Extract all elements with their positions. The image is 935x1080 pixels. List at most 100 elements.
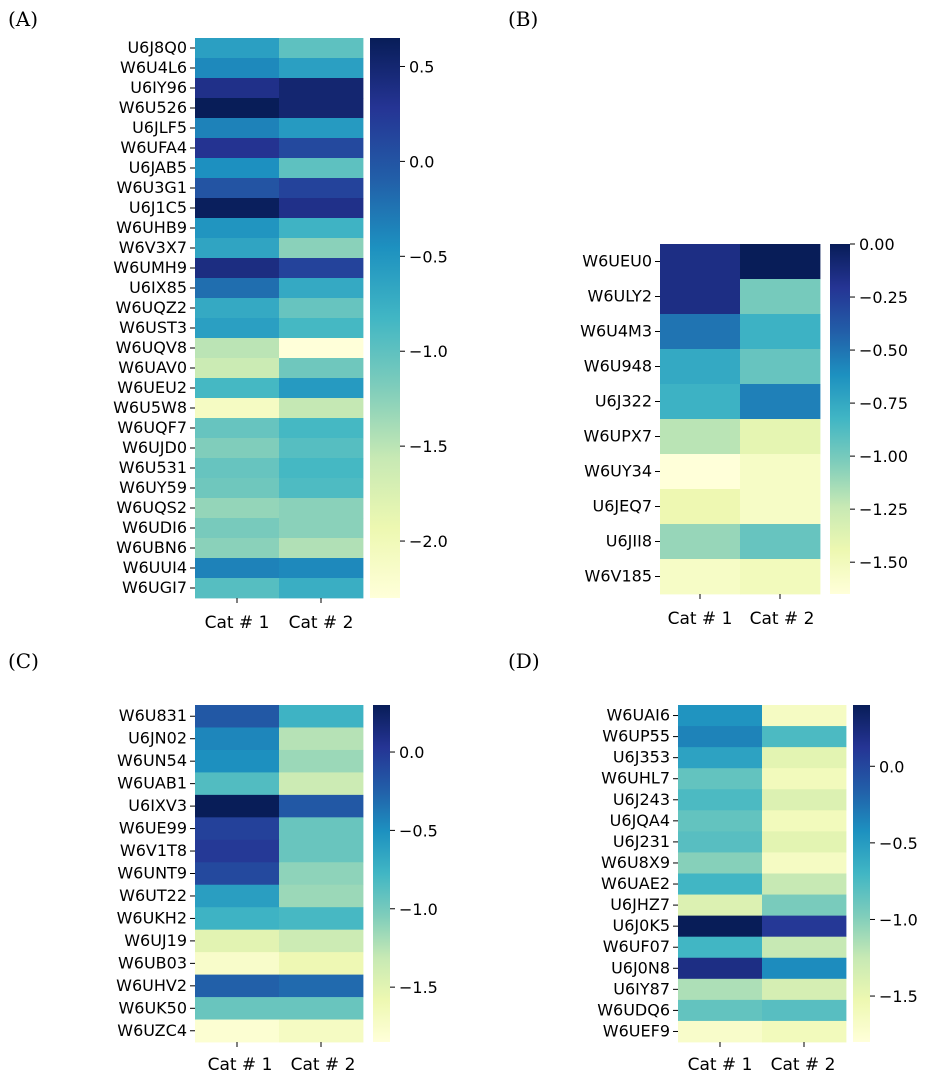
- row-label: W6UP55: [602, 727, 670, 746]
- heatmap-cell: [279, 1019, 364, 1043]
- heatmap-cell: [279, 198, 364, 219]
- heatmap-cell: [279, 358, 364, 379]
- colorbar-tick-label: 0.00: [859, 235, 895, 254]
- heatmap-cell: [678, 810, 763, 832]
- colorbar: [830, 244, 850, 594]
- panel-label: (B): [508, 7, 538, 31]
- heatmap-cell: [740, 279, 821, 315]
- heatmap-cell: [279, 772, 364, 796]
- heatmap-cell: [195, 1019, 280, 1043]
- column-label: Cat # 2: [289, 613, 354, 633]
- heatmap-cell: [195, 997, 280, 1020]
- heatmap-cell: [279, 749, 364, 773]
- heatmap-cell: [762, 894, 847, 917]
- heatmap-cell: [740, 419, 821, 455]
- row-label: W6UY34: [584, 462, 652, 481]
- heatmap-cell: [195, 158, 280, 179]
- row-label: W6UJ19: [124, 931, 187, 950]
- heatmap-cell: [678, 873, 763, 895]
- heatmap-cell: [279, 705, 364, 728]
- heatmap-cell: [678, 957, 763, 980]
- row-label: W6U8X9: [601, 853, 670, 872]
- heatmap-cell: [195, 794, 280, 818]
- heatmap-cell: [279, 98, 364, 119]
- heatmap-cell: [195, 478, 280, 499]
- heatmap-cell: [279, 578, 364, 599]
- row-label: W6UE99: [119, 819, 187, 838]
- heatmap-cell: [660, 489, 741, 525]
- colorbar-tick-label: −0.5: [409, 247, 448, 266]
- heatmap-cell: [195, 38, 280, 59]
- colorbar-tick-label: −0.25: [859, 288, 908, 307]
- heatmap-cell: [678, 978, 763, 1001]
- row-label: W6UQF7: [117, 418, 187, 437]
- row-label: W6U531: [119, 458, 187, 477]
- heatmap-cell: [279, 952, 364, 975]
- colorbar-tick-label: −0.5: [879, 834, 918, 853]
- heatmap-cell: [678, 768, 763, 790]
- heatmap-cell: [279, 538, 364, 559]
- heatmap-cell: [678, 789, 763, 811]
- column-label: Cat # 2: [291, 1055, 356, 1075]
- heatmap-cell: [195, 78, 280, 99]
- heatmap-cell: [279, 518, 364, 539]
- row-label: U6IX85: [129, 278, 187, 297]
- row-label: U6JLF5: [132, 118, 187, 137]
- heatmap-cell: [279, 817, 364, 841]
- colorbar-tick-label: −0.75: [859, 394, 908, 413]
- colorbar-tick-label: −1.0: [399, 900, 438, 919]
- heatmap-cell: [660, 454, 741, 490]
- row-label: W6U948: [584, 357, 652, 376]
- heatmap-cell: [279, 78, 364, 99]
- row-label: U6JEQ7: [593, 497, 653, 516]
- row-label: W6UPX7: [584, 427, 653, 446]
- heatmap-cell: [740, 384, 821, 420]
- row-label: W6UQZ2: [116, 298, 187, 317]
- row-label: W6UGI7: [122, 578, 187, 597]
- colorbar-tick-label: −1.5: [879, 987, 918, 1006]
- heatmap-cell: [660, 524, 741, 560]
- heatmap-cell: [279, 727, 364, 751]
- heatmap-cell: [279, 258, 364, 279]
- heatmap-panel-c: (C) W6U831 U6JN02 W6UN54 W6UAB1 U6IXV3 W6UE99 W…: [8, 649, 438, 1075]
- heatmap-cell: [740, 314, 821, 350]
- heatmap-cell: [762, 810, 847, 832]
- heatmap-cell: [279, 839, 364, 863]
- row-label: W6UY59: [119, 478, 187, 497]
- row-label: W6U831: [119, 706, 187, 725]
- heatmap-cell: [195, 498, 280, 519]
- colorbar-tick-label: −0.5: [399, 821, 438, 840]
- heatmap-cell: [195, 907, 280, 931]
- heatmap-cell: [279, 884, 364, 908]
- row-label: W6UN54: [117, 751, 187, 770]
- heatmap-cell: [762, 705, 847, 727]
- heatmap-cell: [195, 458, 280, 479]
- row-label: W6UAI6: [606, 706, 670, 725]
- colorbar: [373, 705, 390, 1042]
- colorbar-tick-label: 0.0: [399, 743, 424, 762]
- row-label: W6V185: [585, 567, 652, 586]
- heatmap-cell: [195, 727, 280, 751]
- heatmap-cell: [279, 458, 364, 479]
- row-label: W6UF07: [603, 937, 670, 956]
- column-label: Cat # 1: [668, 609, 733, 629]
- heatmap-cell: [279, 58, 364, 79]
- heatmap-cell: [195, 238, 280, 259]
- heatmap-cell: [762, 726, 847, 748]
- heatmap-cell: [279, 907, 364, 931]
- colorbar-tick-label: 0.0: [409, 152, 434, 171]
- heatmap-cell: [195, 884, 280, 908]
- colorbar-tick-label: −1.0: [409, 342, 448, 361]
- heatmap-cell: [195, 817, 280, 841]
- heatmap-cell: [678, 831, 763, 853]
- heatmap-cell: [195, 378, 280, 399]
- row-label: W6UUI4: [123, 558, 187, 577]
- colorbar-tick-label: −1.5: [399, 978, 438, 997]
- row-label: W6V3X7: [119, 238, 187, 257]
- heatmap-cell: [740, 489, 821, 525]
- colorbar: [370, 38, 400, 598]
- heatmap-cell: [279, 378, 364, 399]
- row-label: W6UK50: [118, 998, 187, 1017]
- heatmap-cell: [740, 454, 821, 490]
